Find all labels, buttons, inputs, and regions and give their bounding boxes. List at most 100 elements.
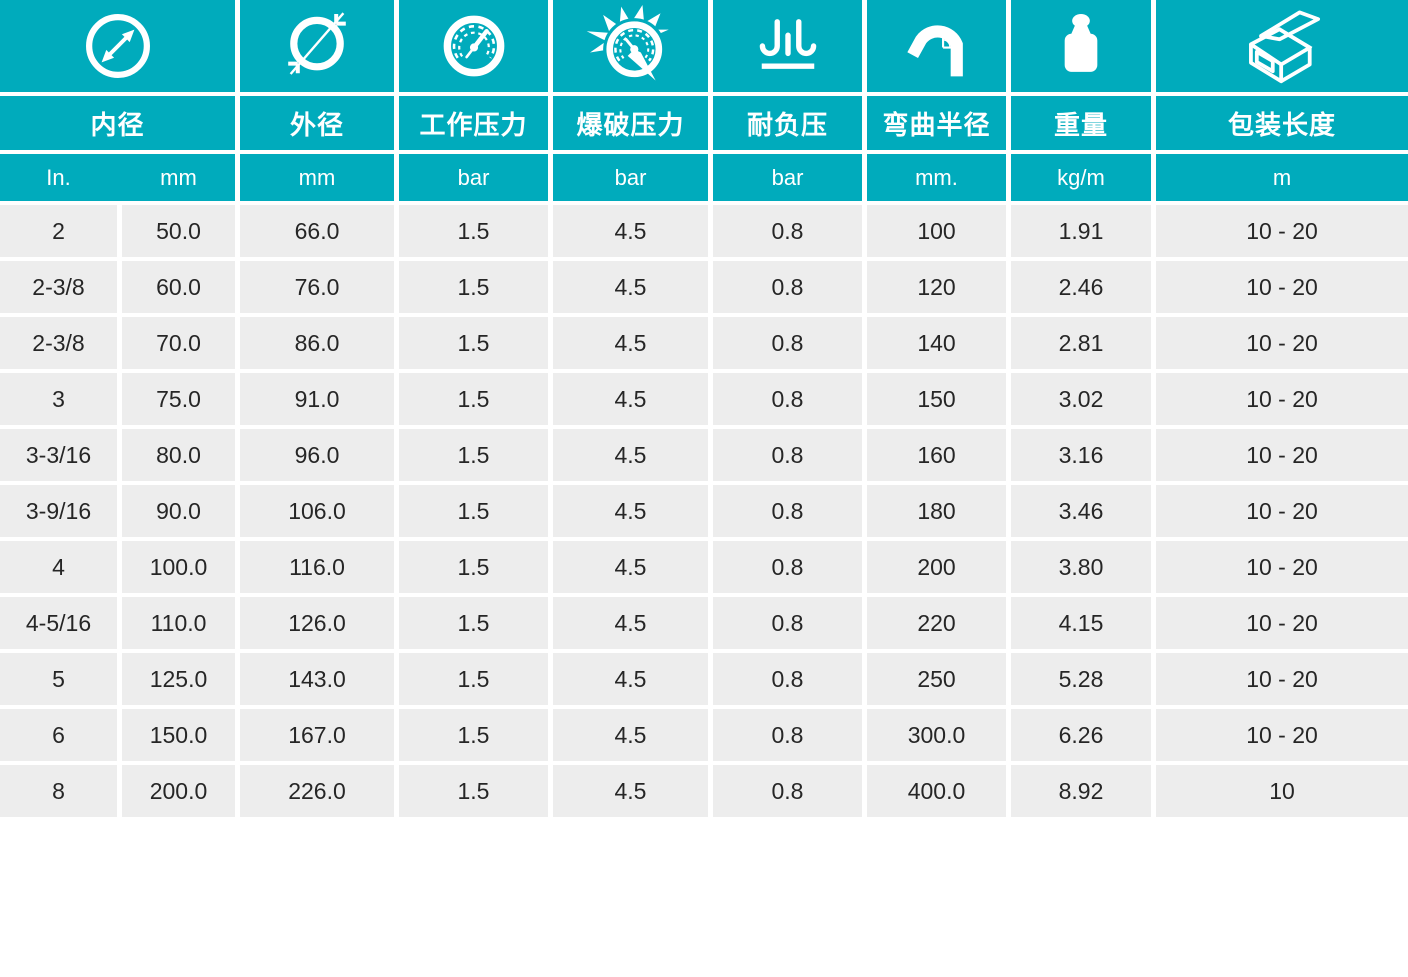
table-cell-r3-c7: 140 [867,317,1006,369]
table-cell-r1-c3: 66.0 [240,205,394,257]
column-icon-cell-vacuum-resistance [713,0,862,92]
table-cell-r9-c2: 125.0 [122,653,235,705]
unit-cell-weight: kg/m [1011,154,1151,201]
unit-cell-burst-pressure: bar [553,154,708,201]
table-cell-r6-c9: 10 - 20 [1156,485,1408,537]
table-cell-r5-c8: 3.16 [1011,429,1151,481]
table-cell-r4-c9: 10 - 20 [1156,373,1408,425]
table-cell-r11-c2: 200.0 [122,765,235,817]
table-cell-r6-c6: 0.8 [713,485,862,537]
table-cell-r8-c8: 4.15 [1011,597,1151,649]
unit-cell-vacuum-resistance: bar [713,154,862,201]
unit-cell-inner-diameter: In. mm [0,154,235,201]
table-cell-r3-c4: 1.5 [399,317,548,369]
table-cell-r9-c6: 0.8 [713,653,862,705]
table-cell-r11-c3: 226.0 [240,765,394,817]
table-cell-r10-c2: 150.0 [122,709,235,761]
table-cell-r4-c1: 3 [0,373,117,425]
table-cell-r5-c5: 4.5 [553,429,708,481]
unit-cell-bend-radius: mm. [867,154,1006,201]
table-cell-r9-c7: 250 [867,653,1006,705]
table-cell-r5-c2: 80.0 [122,429,235,481]
table-cell-r7-c4: 1.5 [399,541,548,593]
table-cell-r5-c6: 0.8 [713,429,862,481]
table-cell-r5-c9: 10 - 20 [1156,429,1408,481]
table-cell-r2-c2: 60.0 [122,261,235,313]
table-cell-r6-c3: 106.0 [240,485,394,537]
unit-cell-outer-diameter: mm [240,154,394,201]
column-icon-cell-burst-pressure [553,0,708,92]
weight-icon [1064,14,1098,72]
table-cell-r7-c1: 4 [0,541,117,593]
table-cell-r3-c3: 86.0 [240,317,394,369]
table-cell-r10-c9: 10 - 20 [1156,709,1408,761]
table-cell-r10-c1: 6 [0,709,117,761]
table-cell-r6-c8: 3.46 [1011,485,1151,537]
table-cell-r9-c9: 10 - 20 [1156,653,1408,705]
table-cell-r8-c6: 0.8 [713,597,862,649]
column-icon-cell-packing-length [1156,0,1408,92]
packing-box-icon [1249,10,1321,84]
table-cell-r1-c2: 50.0 [122,205,235,257]
table-cell-r8-c3: 126.0 [240,597,394,649]
table-cell-r5-c1: 3-3/16 [0,429,117,481]
table-cell-r5-c7: 160 [867,429,1006,481]
table-cell-r3-c8: 2.81 [1011,317,1151,369]
inner-diameter-icon [85,14,150,78]
table-cell-r7-c3: 116.0 [240,541,394,593]
table-cell-r6-c4: 1.5 [399,485,548,537]
table-cell-r9-c1: 5 [0,653,117,705]
column-header-burst-pressure: 爆破压力 [553,96,708,150]
table-cell-r1-c5: 4.5 [553,205,708,257]
table-cell-r6-c7: 180 [867,485,1006,537]
table-cell-r11-c4: 1.5 [399,765,548,817]
table-cell-r10-c6: 0.8 [713,709,862,761]
unit-cell-working-pressure: bar [399,154,548,201]
table-cell-r4-c3: 91.0 [240,373,394,425]
table-cell-r6-c5: 4.5 [553,485,708,537]
table-cell-r1-c7: 100 [867,205,1006,257]
table-cell-r5-c4: 1.5 [399,429,548,481]
column-icon-cell-inner-diameter [0,0,235,92]
column-icon-cell-bend-radius [867,0,1006,92]
table-cell-r8-c4: 1.5 [399,597,548,649]
table-cell-r10-c7: 300.0 [867,709,1006,761]
column-header-packing-length: 包装长度 [1156,96,1408,150]
table-cell-r7-c9: 10 - 20 [1156,541,1408,593]
table-cell-r4-c4: 1.5 [399,373,548,425]
column-header-weight: 重量 [1011,96,1151,150]
table-cell-r2-c6: 0.8 [713,261,862,313]
table-cell-r1-c4: 1.5 [399,205,548,257]
table-cell-r3-c5: 4.5 [553,317,708,369]
table-cell-r11-c9: 10 [1156,765,1408,817]
table-cell-r4-c7: 150 [867,373,1006,425]
table-cell-r6-c1: 3-9/16 [0,485,117,537]
table-cell-r8-c9: 10 - 20 [1156,597,1408,649]
outer-diameter-icon [288,12,346,75]
table-cell-r11-c7: 400.0 [867,765,1006,817]
table-cell-r10-c5: 4.5 [553,709,708,761]
table-cell-r9-c5: 4.5 [553,653,708,705]
column-icon-cell-outer-diameter [240,0,394,92]
column-header-outer-diameter: 外径 [240,96,394,150]
unit-cell-packing-length: m [1156,154,1408,201]
table-cell-r1-c6: 0.8 [713,205,862,257]
table-cell-r1-c9: 10 - 20 [1156,205,1408,257]
table-cell-r11-c1: 8 [0,765,117,817]
table-cell-r9-c3: 143.0 [240,653,394,705]
table-cell-r9-c8: 5.28 [1011,653,1151,705]
table-cell-r10-c4: 1.5 [399,709,548,761]
unit-label-inches: In. [46,164,71,190]
table-cell-r7-c7: 200 [867,541,1006,593]
table-cell-r2-c4: 1.5 [399,261,548,313]
table-cell-r4-c2: 75.0 [122,373,235,425]
column-header-inner-diameter: 内径 [0,96,235,150]
bend-radius-icon [906,25,963,77]
table-cell-r2-c8: 2.46 [1011,261,1151,313]
table-cell-r11-c6: 0.8 [713,765,862,817]
table-cell-r10-c3: 167.0 [240,709,394,761]
table-cell-r2-c5: 4.5 [553,261,708,313]
vacuum-resistance-icon [759,19,816,69]
pressure-gauge-icon [443,15,504,77]
table-cell-r9-c4: 1.5 [399,653,548,705]
